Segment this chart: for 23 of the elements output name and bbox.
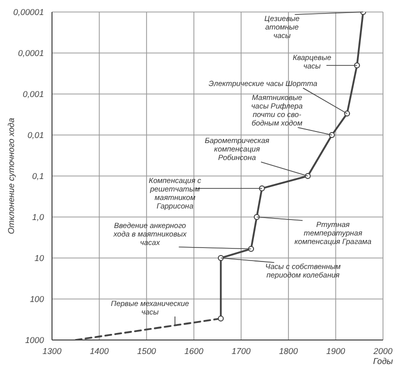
x-axis-title: Годы — [373, 356, 394, 366]
x-tick-label: 1800 — [278, 346, 298, 356]
x-tick-label: 1500 — [137, 346, 156, 356]
y-tick-label: 100 — [30, 294, 44, 304]
x-tick-label: 1900 — [326, 346, 346, 356]
x-tick-label: 1700 — [232, 346, 251, 356]
x-tick-label: 1300 — [42, 346, 62, 356]
point — [258, 185, 265, 192]
y-tick-label: 1,0 — [32, 212, 44, 222]
y-tick-label: 1000 — [25, 335, 44, 346]
y-tick-label: 0,1 — [32, 171, 44, 182]
y-tick-label: 0,01 — [27, 130, 44, 140]
point — [354, 62, 360, 68]
y-tick-label: 10 — [34, 253, 44, 264]
point — [218, 316, 224, 322]
y-tick-label: 0,001 — [22, 89, 44, 100]
x-tick-label: 1400 — [90, 346, 110, 356]
x-tick-label: 1600 — [184, 346, 204, 356]
x-tick-label: 2000 — [372, 346, 393, 356]
point — [304, 173, 311, 179]
y-tick-label: 0,0001 — [18, 48, 44, 58]
y-axis-title: Отклонение суточного хода — [6, 118, 16, 234]
y-tick-label: 0,00001 — [13, 7, 44, 18]
